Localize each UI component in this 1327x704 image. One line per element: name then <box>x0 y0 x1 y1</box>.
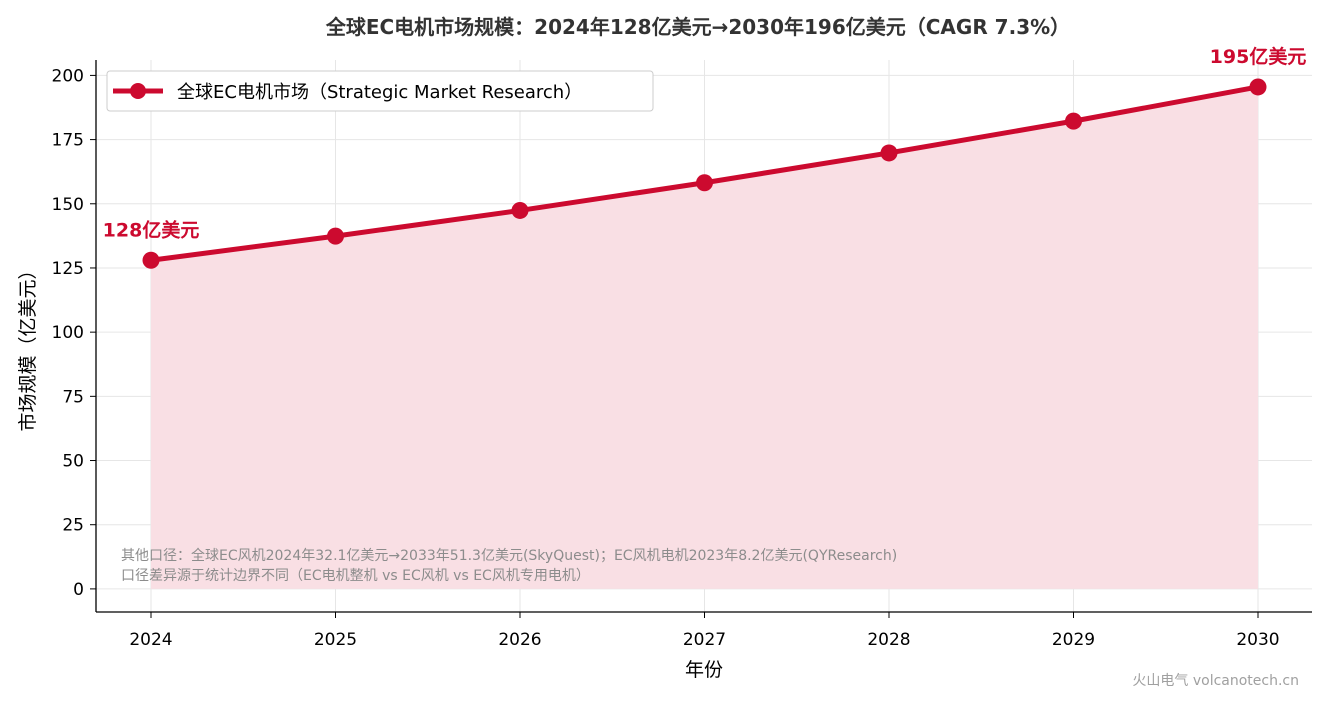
y-tick-label-75: 75 <box>62 387 84 407</box>
x-tick-label-2030: 2030 <box>1236 630 1279 650</box>
data-point-2026 <box>511 201 529 219</box>
series-points <box>142 78 1267 269</box>
y-axis-label: 市场规模（亿美元） <box>17 260 39 431</box>
x-tick-label-2029: 2029 <box>1052 630 1095 650</box>
note-line-1: 其他口径：全球EC风机2024年32.1亿美元→2033年51.3亿美元(Sky… <box>121 547 897 564</box>
chart-title: 全球EC电机市场规模：2024年128亿美元→2030年196亿美元（CAGR … <box>325 15 1070 39</box>
x-tick-label-2024: 2024 <box>129 630 172 650</box>
series-area <box>151 86 1258 589</box>
x-tick-label-2028: 2028 <box>867 630 910 650</box>
y-tick-label-100: 100 <box>52 323 84 343</box>
x-tick-label-2027: 2027 <box>683 630 726 650</box>
annotation-2024: 128亿美元 <box>103 218 200 241</box>
x-tick-labels: 2024 2025 2026 2027 2028 2029 2030 <box>129 612 1280 650</box>
x-axis-label: 年份 <box>685 659 723 681</box>
data-point-2029 <box>1065 112 1082 130</box>
note-line-2: 口径差异源于统计边界不同（EC电机整机 vs EC风机 vs EC风机专用电机） <box>121 568 590 584</box>
annotations: 128亿美元 195亿美元 <box>103 45 1307 241</box>
x-tick-label-2025: 2025 <box>314 630 357 650</box>
y-tick-label-125: 125 <box>52 259 84 279</box>
y-tick-label-150: 150 <box>52 195 84 215</box>
data-point-2024 <box>142 251 160 269</box>
annotation-2030: 195亿美元 <box>1210 45 1307 68</box>
y-tick-label-25: 25 <box>62 516 84 536</box>
data-point-2030 <box>1249 78 1267 96</box>
legend-marker-swatch <box>130 83 146 99</box>
watermark: 火山电气 volcanotech.cn <box>1132 673 1299 689</box>
y-tick-labels: 0 25 50 75 100 125 150 175 200 <box>52 66 96 600</box>
legend-box <box>106 70 654 112</box>
data-point-2027 <box>696 174 713 192</box>
data-point-2028 <box>880 144 898 162</box>
y-tick-label-0: 0 <box>73 580 84 600</box>
y-tick-label-50: 50 <box>62 452 84 472</box>
x-tick-label-2026: 2026 <box>498 630 541 650</box>
y-tick-label-175: 175 <box>52 131 84 151</box>
legend-entry: 全球EC电机市场（Strategic Market Research） <box>177 82 582 103</box>
y-tick-label-200: 200 <box>52 66 84 86</box>
data-point-2025 <box>327 227 344 245</box>
legend: 全球EC电机市场（Strategic Market Research） <box>106 70 654 112</box>
